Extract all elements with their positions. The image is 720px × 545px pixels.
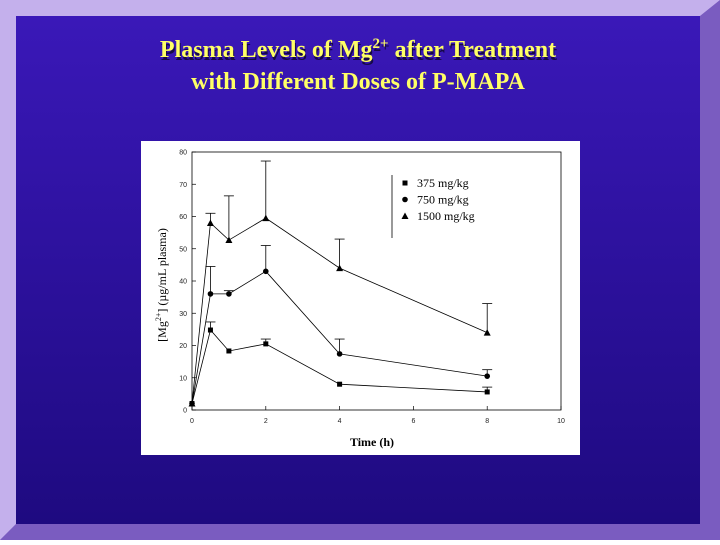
y-tick-label: 50	[179, 246, 187, 253]
data-point	[336, 351, 343, 357]
data-point	[483, 329, 491, 336]
y-tick-label: 30	[179, 311, 187, 318]
legend-marker	[402, 180, 408, 186]
error-bar	[260, 160, 271, 219]
data-point	[336, 264, 344, 272]
title-part: Plasma Levels of Mg	[161, 40, 374, 66]
data-point	[206, 219, 214, 226]
data-point	[188, 400, 196, 407]
error-bar	[205, 266, 216, 294]
title-part: after Treatment	[390, 40, 558, 66]
y-label-part: [Mg	[155, 321, 169, 342]
error-bar	[334, 238, 345, 269]
data-point	[262, 214, 270, 222]
legend-label: 1500 mg/kg	[417, 209, 475, 223]
slide-title: Plasma Levels of Mg2+ after Treatment	[160, 36, 556, 63]
title-superscript: 2+	[374, 39, 390, 55]
title-part: Plasma Levels of Mg	[160, 37, 373, 63]
y-tick-label: 20	[179, 343, 187, 350]
x-axis-label: Time (h)	[350, 435, 394, 449]
title-group: Plasma Levels of Mg2+ after Treatment Pl…	[160, 36, 557, 95]
y-label-part: ] (µg/mL plasma)	[155, 228, 169, 312]
y-tick-label: 70	[179, 182, 187, 189]
y-label-superscript: 2+	[154, 312, 163, 321]
data-point	[263, 341, 269, 347]
x-tick-label: 2	[264, 418, 268, 425]
legend-marker	[401, 212, 409, 219]
y-tick-label: 40	[179, 279, 187, 286]
error-bar	[482, 303, 493, 333]
y-tick-label: 80	[179, 150, 187, 157]
x-tick-label: 4	[338, 418, 342, 425]
y-axis-label: [Mg2+] (µg/mL plasma)	[154, 228, 169, 342]
y-tick-label: 10	[179, 375, 187, 382]
data-point	[263, 268, 269, 275]
y-tick-label: 60	[179, 214, 187, 221]
x-tick-label: 10	[557, 418, 565, 425]
y-tick-label: 0	[183, 408, 187, 415]
data-point	[337, 381, 343, 387]
x-tick-label: 6	[411, 418, 415, 425]
series-line	[191, 329, 488, 404]
series-line	[191, 270, 488, 404]
slide-title: with Different Doses of P-MAPA	[191, 69, 525, 95]
chart-panel	[141, 141, 580, 455]
series-line	[191, 217, 488, 404]
data-point	[484, 389, 490, 395]
error-bar	[223, 195, 234, 241]
data-point	[484, 373, 491, 379]
data-point	[225, 236, 233, 244]
error-bar	[260, 245, 271, 272]
title-part: after Treatment	[389, 37, 557, 63]
x-tick-label: 8	[485, 418, 489, 425]
data-point	[207, 327, 213, 333]
x-tick-label: 0	[190, 418, 194, 425]
data-point	[226, 348, 232, 354]
legend-label: 750 mg/kg	[417, 193, 469, 207]
data-point	[226, 291, 232, 297]
data-point	[207, 291, 214, 297]
legend-marker	[402, 196, 408, 203]
title-shadow: Plasma Levels of Mg2+ after Treatment	[161, 39, 557, 66]
legend-label: 375 mg/kg	[417, 176, 469, 190]
title-superscript: 2+	[373, 36, 389, 52]
